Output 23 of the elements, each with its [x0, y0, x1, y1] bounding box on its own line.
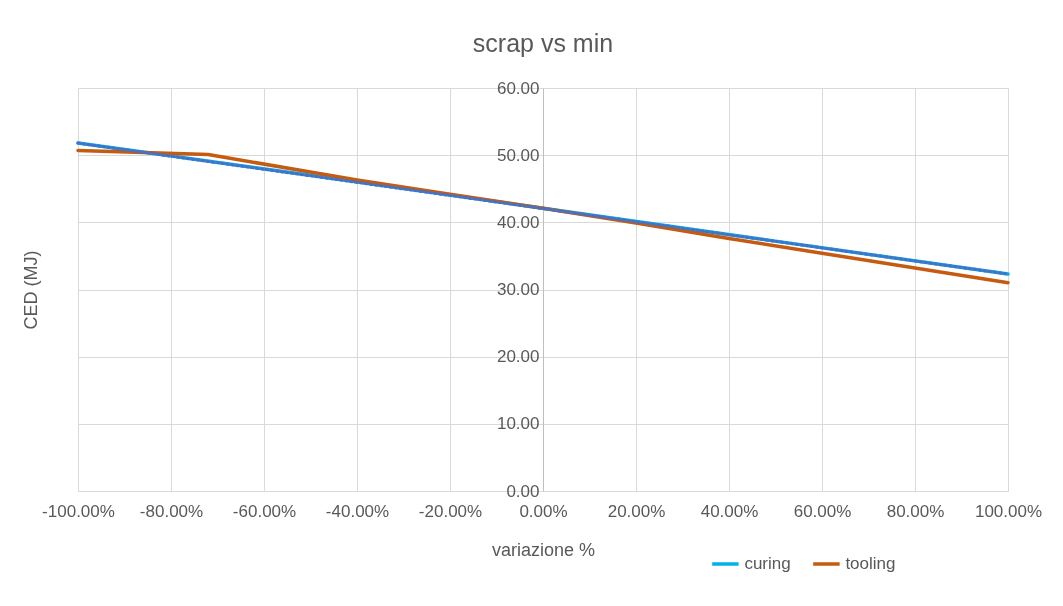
x-tick-label: -40.00%: [325, 501, 390, 521]
x-tick-label: 0.00%: [519, 501, 568, 521]
y-tick-label: 50.00: [496, 145, 540, 165]
y-tick-label: 60.00: [496, 78, 540, 98]
x-tick-label: 100.00%: [974, 501, 1043, 521]
y-axis-title: CED (MJ): [20, 250, 41, 330]
y-tick-label: 10.00: [496, 414, 540, 434]
x-tick-label: 20.00%: [607, 501, 666, 521]
x-tick-label: 80.00%: [886, 501, 945, 521]
legend-label: curing: [744, 554, 791, 573]
y-tick-label: 40.00: [496, 212, 540, 232]
x-tick-label: -60.00%: [232, 501, 297, 521]
x-tick-label: -20.00%: [418, 501, 483, 521]
x-tick-label: -100.00%: [42, 501, 115, 521]
chart-title: scrap vs min: [472, 29, 614, 57]
legend-label: tooling: [845, 554, 896, 573]
x-axis-title: variazione %: [491, 539, 596, 560]
y-tick-label: 20.00: [496, 347, 540, 367]
y-tick-label: 0.00: [506, 481, 540, 501]
x-tick-label: -80.00%: [139, 501, 204, 521]
y-tick-label: 30.00: [496, 280, 540, 299]
x-tick-label: 60.00%: [793, 501, 852, 521]
x-tick-label: 40.00%: [700, 501, 759, 521]
